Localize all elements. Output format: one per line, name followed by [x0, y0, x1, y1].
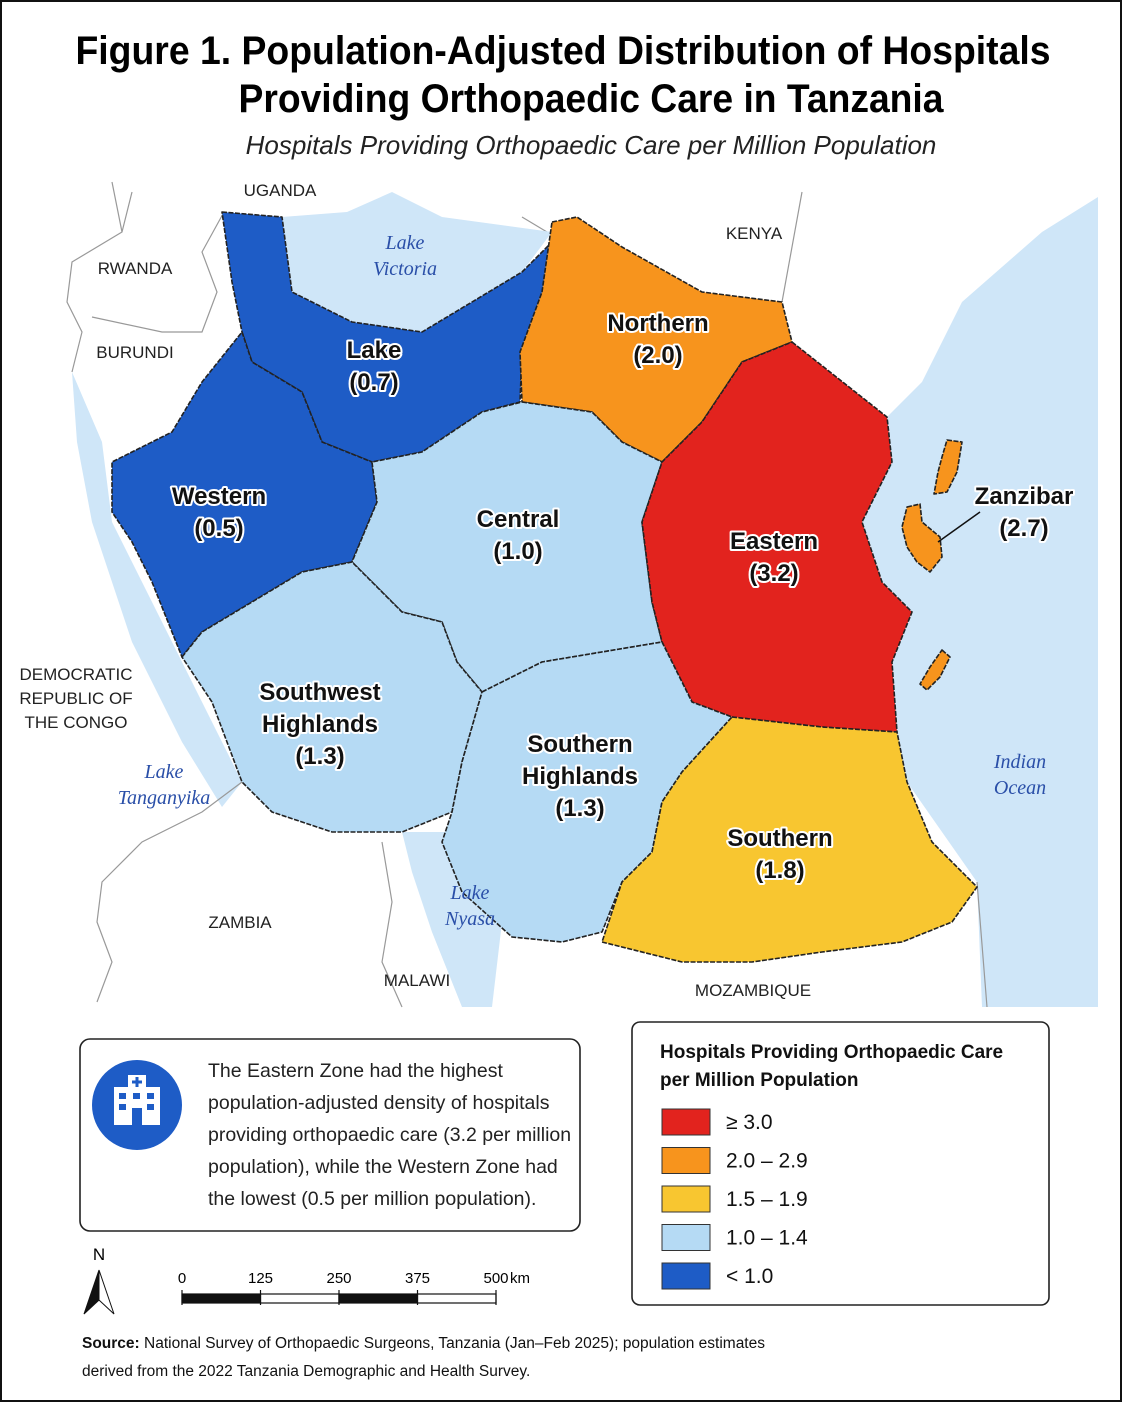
country-border	[66, 181, 988, 1008]
region-name: Southern	[527, 731, 632, 758]
hospital-icon	[132, 1077, 142, 1087]
source-label: Source:	[82, 1335, 140, 1352]
lake-victoria	[282, 192, 552, 332]
title: Figure 1. Population-Adjusted Distributi…	[76, 29, 1051, 73]
region-name: Southern	[727, 825, 832, 852]
legend-label: 2.0 – 2.9	[726, 1150, 808, 1173]
leader-line	[937, 511, 981, 543]
legend-swatch	[661, 1185, 711, 1213]
country-label: MOZAMBIQUE	[695, 981, 811, 1000]
scale-segment	[181, 1293, 262, 1304]
legend-label: 1.0 – 1.4	[726, 1227, 808, 1250]
region-value: (2.0)	[633, 342, 682, 369]
lake-tanganyika	[72, 372, 242, 807]
source-text: National Survey of Orthopaedic Surgeons,…	[82, 1335, 765, 1380]
subtitle: Hospitals Providing Orthopaedic Care per…	[246, 130, 937, 160]
scale-unit: km	[510, 1270, 530, 1287]
scale-segment	[338, 1293, 419, 1304]
country-label: KENYA	[726, 224, 783, 243]
region-value: (1.3)	[555, 795, 604, 822]
region-value: (3.2)	[749, 560, 798, 587]
country-label: DEMOCRATIC	[19, 665, 132, 684]
water-label: Lake	[450, 882, 490, 904]
country-label: REPUBLIC OF	[19, 689, 132, 708]
region-value: (0.7)	[349, 369, 398, 396]
region	[919, 649, 951, 691]
legend-swatch	[661, 1147, 711, 1174]
region-value: (1.3)	[295, 743, 344, 770]
region-name: Northern	[607, 310, 708, 337]
scale-label: 125	[248, 1270, 273, 1287]
callout-text: The Eastern Zone had the highest populat…	[208, 1060, 572, 1210]
north-arrow	[98, 1269, 115, 1315]
legend-label: ≥ 3.0	[726, 1111, 773, 1134]
region-name: Central	[477, 506, 560, 533]
title: Providing Orthopaedic Care in Tanzania	[239, 77, 945, 121]
region-value: (0.5)	[194, 515, 243, 542]
region-name: Lake	[347, 337, 402, 364]
scale-segment	[416, 1293, 497, 1304]
water-label: Ocean	[994, 777, 1046, 799]
region-name: Western	[172, 483, 266, 510]
region	[111, 331, 378, 658]
ocean	[862, 197, 1098, 1007]
scale-label: 0	[178, 1270, 186, 1287]
legend-box	[631, 1021, 1050, 1306]
country-label: BURUNDI	[96, 343, 173, 362]
legend-swatch	[661, 1262, 711, 1290]
legend-title: Hospitals Providing Orthopaedic Care per…	[660, 1042, 1004, 1091]
water-label: Victoria	[373, 258, 437, 280]
legend-swatch	[661, 1108, 711, 1136]
scale-label: 250	[326, 1270, 351, 1287]
region-name: Highlands	[522, 763, 638, 790]
legend-swatch	[661, 1224, 711, 1251]
north-label: N	[93, 1245, 105, 1264]
region	[601, 716, 978, 963]
country-label: UGANDA	[244, 181, 317, 200]
scale-label: 375	[405, 1270, 430, 1287]
water-label: Lake	[144, 761, 184, 783]
region	[181, 561, 483, 833]
callout-box	[79, 1038, 581, 1232]
region-name: Zanzibar	[975, 483, 1074, 510]
legend-label: 1.5 – 1.9	[726, 1188, 808, 1211]
source: Source: National Survey of Orthopaedic S…	[82, 1330, 782, 1386]
region-name: Southwest	[259, 679, 380, 706]
water-label: Nyasa	[444, 908, 495, 930]
region-value: (1.8)	[755, 857, 804, 884]
region	[641, 341, 913, 733]
region-value: (2.7)	[999, 515, 1048, 542]
water-label: Indian	[993, 751, 1046, 773]
region	[933, 439, 963, 495]
country-label: MALAWI	[384, 971, 450, 990]
scale-label: 500	[483, 1270, 508, 1287]
water-label: Lake	[385, 232, 425, 254]
country-label: THE CONGO	[25, 713, 128, 732]
region-value: (1.0)	[493, 538, 542, 565]
region-name: Highlands	[262, 711, 378, 738]
north-arrow	[83, 1269, 100, 1315]
country-label: RWANDA	[98, 259, 173, 278]
region	[901, 503, 943, 573]
hospital-windows	[119, 1093, 154, 1125]
region-name: Eastern	[730, 528, 818, 555]
water-label: Tanganyika	[118, 787, 211, 809]
legend-label: < 1.0	[726, 1265, 773, 1288]
scale-segment	[259, 1293, 340, 1304]
region	[351, 401, 663, 693]
country-label: ZAMBIA	[208, 913, 272, 932]
